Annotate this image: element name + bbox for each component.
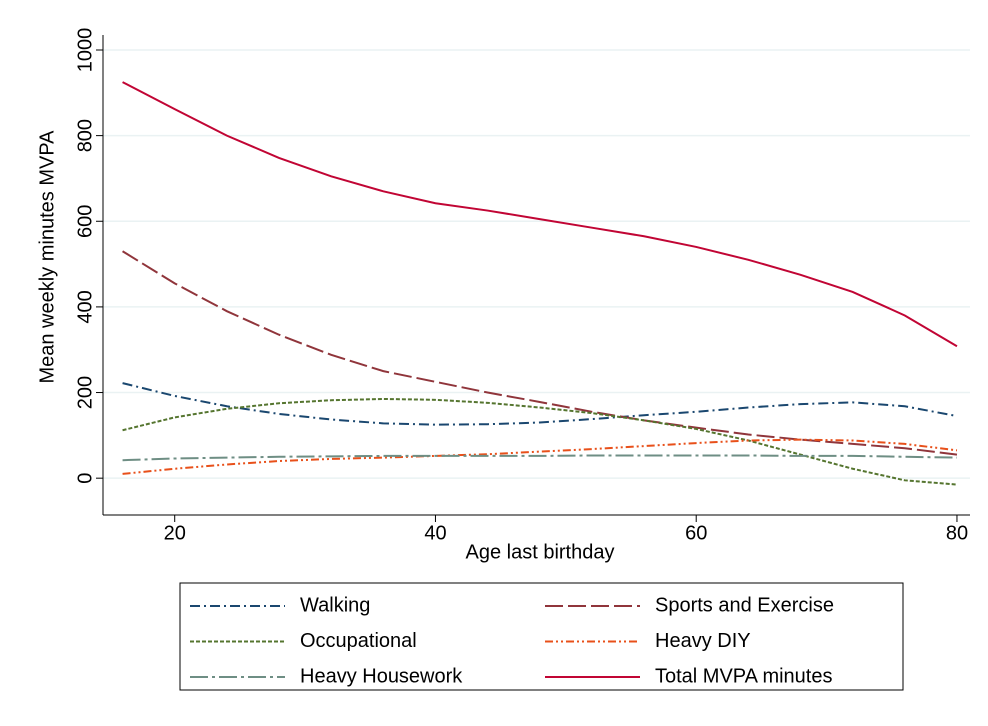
y-tick-label: 1000 (74, 28, 96, 73)
x-tick-label: 60 (685, 522, 707, 544)
legend-box (179, 582, 904, 691)
legend-label: Total MVPA minutes (655, 665, 832, 687)
legend-label: Heavy Housework (300, 665, 463, 687)
legend-label: Sports and Exercise (655, 594, 834, 616)
series-line (122, 382, 958, 426)
legend-label: Walking (300, 594, 370, 616)
x-axis-title: Age last birthday (466, 541, 615, 563)
y-tick-label: 0 (74, 473, 96, 484)
x-tick-label: 40 (424, 522, 446, 544)
series-line (122, 81, 958, 348)
legend-label: Heavy DIY (655, 630, 751, 652)
series-line (122, 397, 958, 486)
x-tick-label: 80 (946, 522, 968, 544)
y-tick-label: 800 (74, 119, 96, 152)
series-line (122, 454, 957, 462)
series-line (122, 438, 958, 475)
y-axis-title: Mean weekly minutes MVPA (36, 130, 58, 384)
y-tick-label: 400 (74, 290, 96, 323)
x-tick-label: 20 (164, 522, 186, 544)
y-tick-label: 600 (74, 205, 96, 238)
y-tick-label: 200 (74, 376, 96, 409)
legend-label: Occupational (300, 630, 417, 652)
series-line (122, 250, 958, 456)
